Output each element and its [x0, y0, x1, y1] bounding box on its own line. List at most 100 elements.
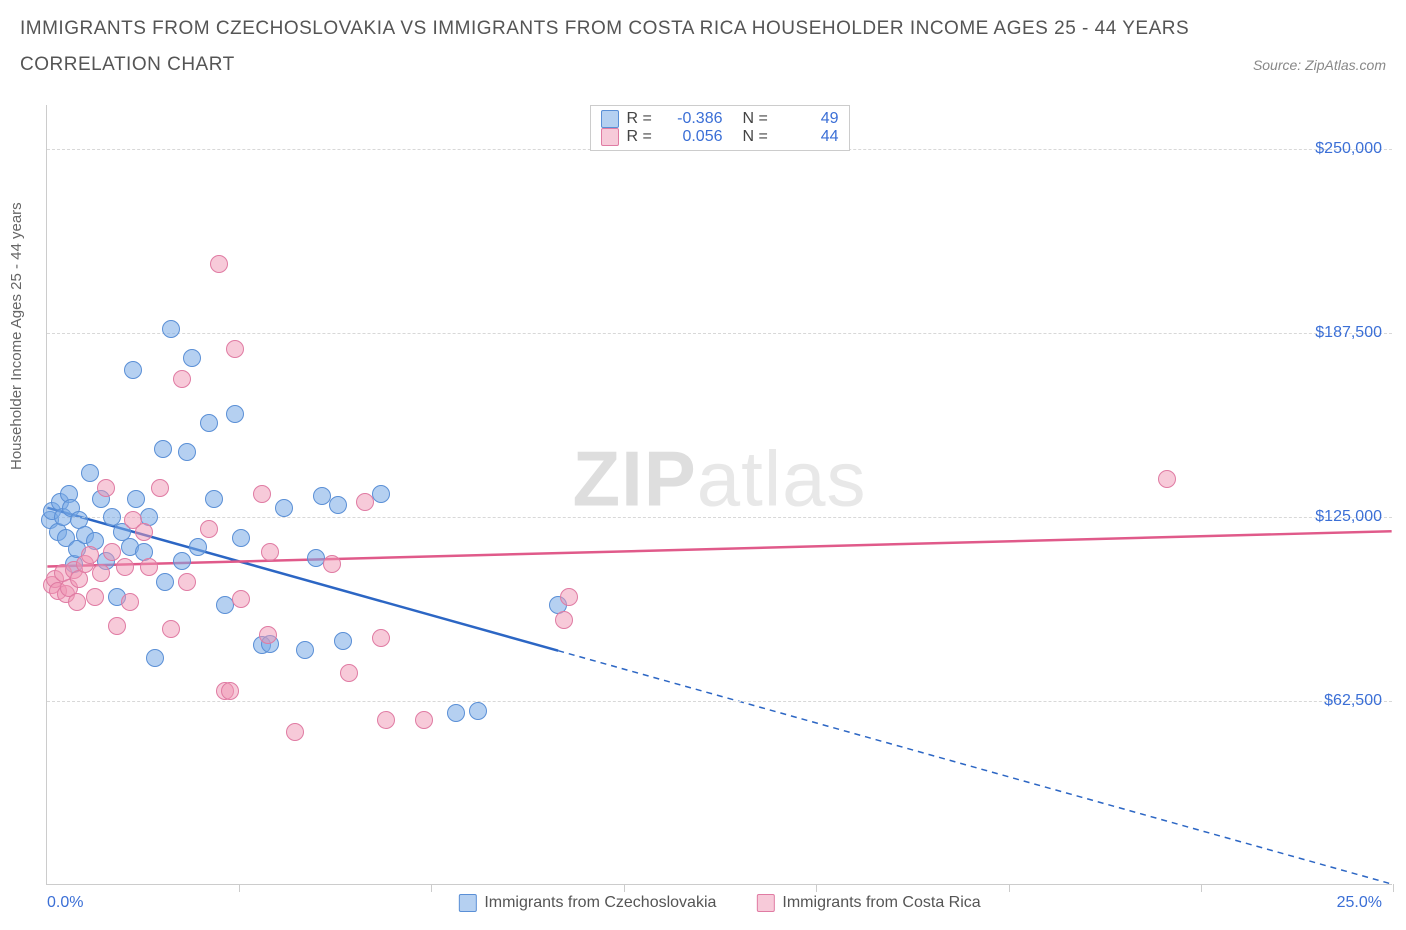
data-point: [275, 499, 293, 517]
data-point: [116, 558, 134, 576]
data-point: [173, 552, 191, 570]
data-point: [200, 520, 218, 538]
x-tick: [239, 884, 240, 892]
legend-r-value: -0.386: [663, 110, 723, 128]
data-point: [189, 538, 207, 556]
data-point: [205, 490, 223, 508]
data-point: [232, 529, 250, 547]
legend-series: Immigrants from Czechoslovakia Immigrants…: [458, 894, 980, 912]
data-point: [162, 620, 180, 638]
legend-series-item: Immigrants from Czechoslovakia: [458, 894, 716, 912]
data-point: [560, 588, 578, 606]
x-axis-min: 0.0%: [47, 894, 83, 912]
y-tick-label: $250,000: [1315, 140, 1382, 158]
data-point: [97, 479, 115, 497]
legend-swatch: [458, 894, 476, 912]
y-tick-label: $62,500: [1324, 692, 1382, 710]
data-point: [127, 490, 145, 508]
data-point: [226, 405, 244, 423]
y-axis-label: Householder Income Ages 25 - 44 years: [8, 202, 25, 470]
data-point: [103, 543, 121, 561]
legend-stat-row: R = -0.386 N = 49: [601, 110, 839, 128]
trend-line-dashed: [558, 651, 1391, 884]
data-point: [92, 564, 110, 582]
legend-series-label: Immigrants from Costa Rica: [782, 894, 980, 912]
data-point: [81, 464, 99, 482]
data-point: [173, 370, 191, 388]
data-point: [178, 573, 196, 591]
legend-swatch: [601, 110, 619, 128]
data-point: [68, 593, 86, 611]
chart-header: IMMIGRANTS FROM CZECHOSLOVAKIA VS IMMIGR…: [0, 0, 1406, 76]
y-tick-label: $125,000: [1315, 508, 1382, 526]
data-point: [146, 649, 164, 667]
data-point: [200, 414, 218, 432]
data-point: [210, 255, 228, 273]
legend-n-label: N =: [743, 128, 771, 146]
data-point: [86, 588, 104, 606]
legend-stat-row: R = 0.056 N = 44: [601, 128, 839, 146]
data-point: [156, 573, 174, 591]
chart-source: Source: ZipAtlas.com: [1253, 57, 1386, 73]
data-point: [140, 558, 158, 576]
data-point: [232, 590, 250, 608]
gridline: [47, 333, 1392, 334]
data-point: [81, 546, 99, 564]
data-point: [162, 320, 180, 338]
data-point: [151, 479, 169, 497]
x-tick: [624, 884, 625, 892]
legend-r-label: R =: [627, 110, 655, 128]
data-point: [253, 485, 271, 503]
data-point: [372, 485, 390, 503]
data-point: [124, 361, 142, 379]
legend-n-value: 44: [779, 128, 839, 146]
data-point: [340, 664, 358, 682]
x-tick: [1009, 884, 1010, 892]
data-point: [121, 593, 139, 611]
data-point: [356, 493, 374, 511]
gridline: [47, 517, 1392, 518]
legend-stats: R = -0.386 N = 49 R = 0.056 N = 44: [590, 105, 850, 151]
data-point: [259, 626, 277, 644]
data-point: [135, 523, 153, 541]
data-point: [226, 340, 244, 358]
data-point: [555, 611, 573, 629]
legend-swatch: [601, 128, 619, 146]
gridline: [47, 701, 1392, 702]
legend-n-label: N =: [743, 110, 771, 128]
data-point: [377, 711, 395, 729]
x-tick: [816, 884, 817, 892]
data-point: [469, 702, 487, 720]
scatter-chart: ZIPatlas R =-0.386N =49R =0.056N =44 Imm…: [46, 105, 1392, 885]
data-point: [108, 617, 126, 635]
chart-title-line1: IMMIGRANTS FROM CZECHOSLOVAKIA VS IMMIGR…: [20, 18, 1386, 40]
legend-n-value: 49: [779, 110, 839, 128]
legend-swatch: [756, 894, 774, 912]
data-point: [1158, 470, 1176, 488]
x-axis-max: 25.0%: [1337, 894, 1382, 912]
x-tick: [1393, 884, 1394, 892]
data-point: [154, 440, 172, 458]
data-point: [286, 723, 304, 741]
data-point: [415, 711, 433, 729]
data-point: [329, 496, 347, 514]
data-point: [296, 641, 314, 659]
chart-title-line2: CORRELATION CHART: [20, 54, 235, 76]
data-point: [261, 543, 279, 561]
legend-r-label: R =: [627, 128, 655, 146]
data-point: [178, 443, 196, 461]
data-point: [323, 555, 341, 573]
watermark: ZIPatlas: [572, 433, 866, 524]
trend-lines: [47, 105, 1392, 884]
y-tick-label: $187,500: [1315, 324, 1382, 342]
legend-r-value: 0.056: [663, 128, 723, 146]
x-tick: [1201, 884, 1202, 892]
legend-series-label: Immigrants from Czechoslovakia: [484, 894, 716, 912]
data-point: [221, 682, 239, 700]
data-point: [372, 629, 390, 647]
data-point: [447, 704, 465, 722]
legend-series-item: Immigrants from Costa Rica: [756, 894, 980, 912]
x-tick: [431, 884, 432, 892]
data-point: [183, 349, 201, 367]
data-point: [334, 632, 352, 650]
